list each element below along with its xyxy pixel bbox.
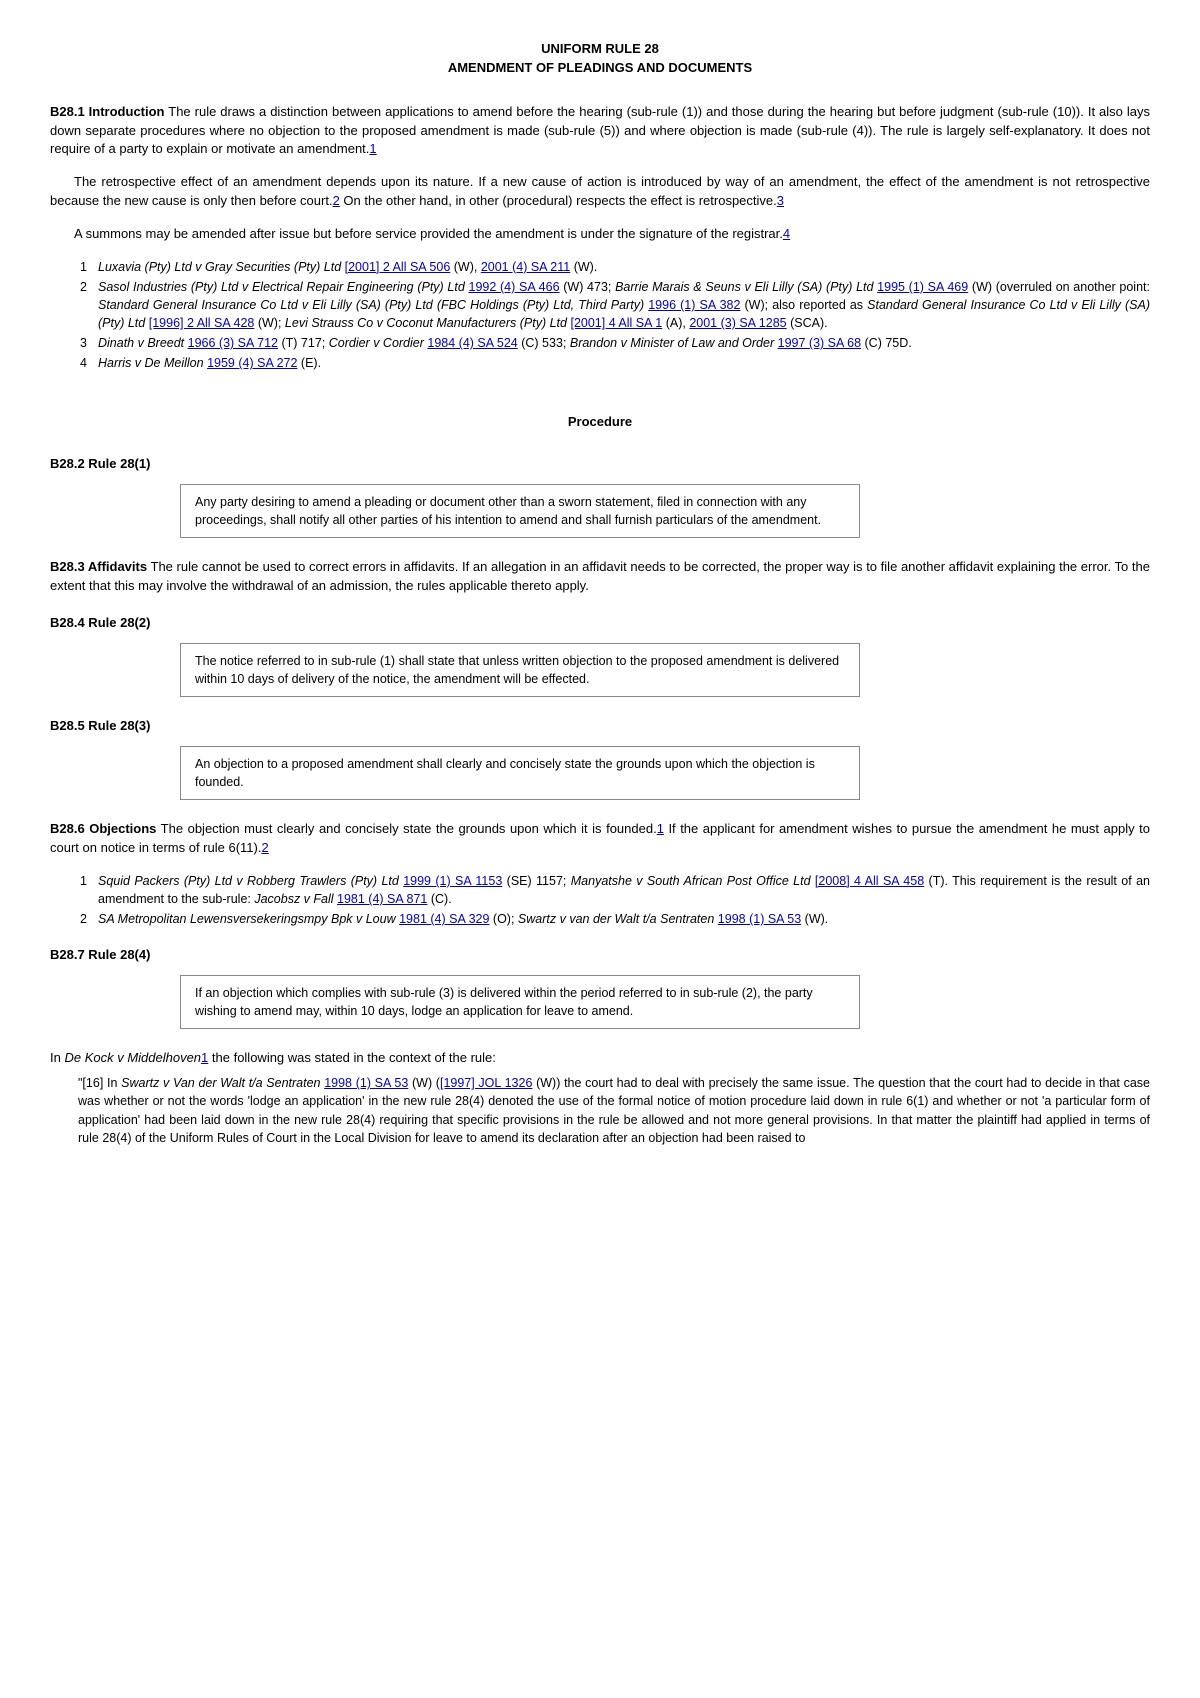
citation-link[interactable]: 1981 (4) SA 871 [337,892,427,906]
citation-link[interactable]: 1959 (4) SA 272 [207,356,297,370]
page-title: UNIFORM RULE 28 AMENDMENT OF PLEADINGS A… [50,40,1150,78]
b28-6-footnotes: 1 Squid Packers (Pty) Ltd v Robberg Traw… [80,872,1150,928]
b28-7-quote: "[16] In Swartz v Van der Walt t/a Sentr… [78,1074,1150,1147]
b28-5-head: B28.5 Rule 28(3) [50,717,1150,736]
citation-link[interactable]: 1998 (1) SA 53 [718,912,801,926]
citation-link[interactable]: 1998 (1) SA 53 [324,1076,408,1090]
citation-link[interactable]: 1966 (3) SA 712 [188,336,278,350]
citation-link[interactable]: [1997] JOL 1326 [440,1076,532,1090]
citation-link[interactable]: 1997 (3) SA 68 [778,336,861,350]
b28-4-head: B28.4 Rule 28(2) [50,614,1150,633]
b28-7-head: B28.7 Rule 28(4) [50,946,1150,965]
citation-link[interactable]: [2008] 4 All SA 458 [815,874,924,888]
footnote-ref-4[interactable]: 4 [783,226,790,241]
footnote-ref-b28-6-1[interactable]: 1 [657,821,664,836]
citation-link[interactable]: 2001 (3) SA 1285 [689,316,786,330]
footnote-3: 3 Dinath v Breedt 1966 (3) SA 712 (T) 71… [80,334,1150,352]
procedure-heading: Procedure [50,413,1150,432]
title-line-2: AMENDMENT OF PLEADINGS AND DOCUMENTS [50,59,1150,78]
b28-1-para-3: A summons may be amended after issue but… [50,225,1150,244]
citation-link[interactable]: [2001] 2 All SA 506 [345,260,451,274]
rule-28-4-box: If an objection which complies with sub-… [180,975,860,1029]
b28-1-para-2: The retrospective effect of an amendment… [50,173,1150,211]
citation-link[interactable]: 1999 (1) SA 1153 [403,874,502,888]
title-line-1: UNIFORM RULE 28 [50,40,1150,59]
citation-link[interactable]: 1992 (4) SA 466 [469,280,560,294]
footnote-ref-b28-6-2[interactable]: 2 [261,840,268,855]
footnote-ref-2[interactable]: 2 [333,193,340,208]
citation-link[interactable]: 1981 (4) SA 329 [399,912,489,926]
footnote-4: 4 Harris v De Meillon 1959 (4) SA 272 (E… [80,354,1150,372]
b28-1-footnotes: 1 Luxavia (Pty) Ltd v Gray Securities (P… [80,258,1150,373]
citation-link[interactable]: 1984 (4) SA 524 [427,336,517,350]
footnote-b28-6-1: 1 Squid Packers (Pty) Ltd v Robberg Traw… [80,872,1150,908]
citation-link[interactable]: 1996 (1) SA 382 [648,298,740,312]
b28-6-head: B28.6 Objections [50,821,156,836]
b28-6-para: B28.6 Objections The objection must clea… [50,820,1150,858]
b28-1-head: B28.1 Introduction [50,104,165,119]
b28-7-intro: In De Kock v Middelhoven1 the following … [50,1049,1150,1068]
b28-3-head: B28.3 Affidavits [50,559,147,574]
rule-28-2-box: The notice referred to in sub-rule (1) s… [180,643,860,697]
b28-3-para: B28.3 Affidavits The rule cannot be used… [50,558,1150,596]
rule-28-3-box: An objection to a proposed amendment sha… [180,746,860,800]
citation-link[interactable]: [1996] 2 All SA 428 [149,316,255,330]
citation-link[interactable]: [2001] 4 All SA 1 [570,316,662,330]
footnote-1: 1 Luxavia (Pty) Ltd v Gray Securities (P… [80,258,1150,276]
footnote-b28-6-2: 2 SA Metropolitan Lewensversekeringsmpy … [80,910,1150,928]
rule-28-1-box: Any party desiring to amend a pleading o… [180,484,860,538]
footnote-ref-3[interactable]: 3 [777,193,784,208]
footnote-ref-1[interactable]: 1 [369,141,376,156]
b28-1-para-1: B28.1 Introduction The rule draws a dist… [50,103,1150,160]
b28-2-head: B28.2 Rule 28(1) [50,455,1150,474]
citation-link[interactable]: 1995 (1) SA 469 [877,280,968,294]
footnote-2: 2 Sasol Industries (Pty) Ltd v Electrica… [80,278,1150,332]
citation-link[interactable]: 2001 (4) SA 211 [481,260,570,274]
